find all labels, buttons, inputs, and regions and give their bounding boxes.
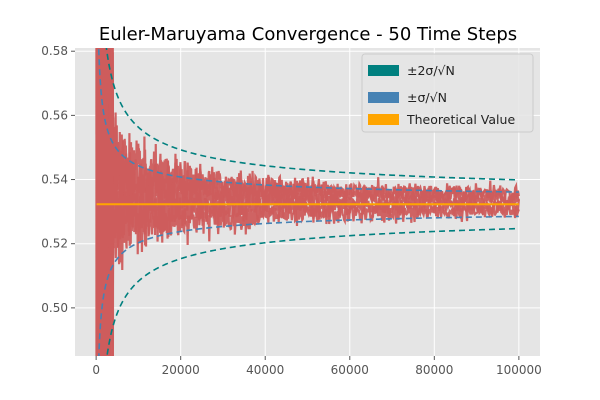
legend-label-one-sigma: ±σ/√N: [407, 90, 447, 105]
y-tick-label: 0.56: [41, 108, 68, 122]
legend-box: [361, 53, 534, 133]
y-tick-label: 0.52: [41, 237, 68, 251]
x-tick-label: 100000: [496, 363, 542, 377]
legend: ±2σ/√N ±σ/√N Theoretical Value: [361, 53, 534, 133]
x-tick-label: 80000: [415, 363, 453, 377]
legend-swatch-one-sigma: [368, 92, 399, 103]
y-tick-label: 0.50: [41, 301, 68, 315]
x-tick-label: 60000: [331, 363, 369, 377]
legend-swatch-theoretical: [368, 114, 399, 125]
one-sigma-upper-band: [97, 48, 519, 193]
one-sigma-lower-band: [98, 215, 519, 356]
legend-swatch-two-sigma: [368, 65, 399, 76]
x-tick-label: 40000: [246, 363, 284, 377]
x-tick-label: 0: [92, 363, 100, 377]
axes: 0 20000 40000 60000 80000 100000 0.50 0.52 0.54 0…: [41, 44, 541, 377]
two-sigma-upper-band: [105, 48, 519, 181]
data-layer: [95, 48, 520, 356]
two-sigma-lower-band: [106, 227, 519, 356]
chart-title: Euler-Maruyama Convergence - 50 Time Ste…: [99, 24, 517, 45]
y-tick-label: 0.54: [41, 173, 68, 187]
x-tick-label: 20000: [162, 363, 200, 377]
legend-label-theoretical: Theoretical Value: [406, 112, 515, 127]
legend-label-two-sigma: ±2σ/√N: [407, 63, 455, 78]
y-tick-label: 0.58: [41, 44, 68, 58]
simulation-path: [95, 48, 520, 356]
